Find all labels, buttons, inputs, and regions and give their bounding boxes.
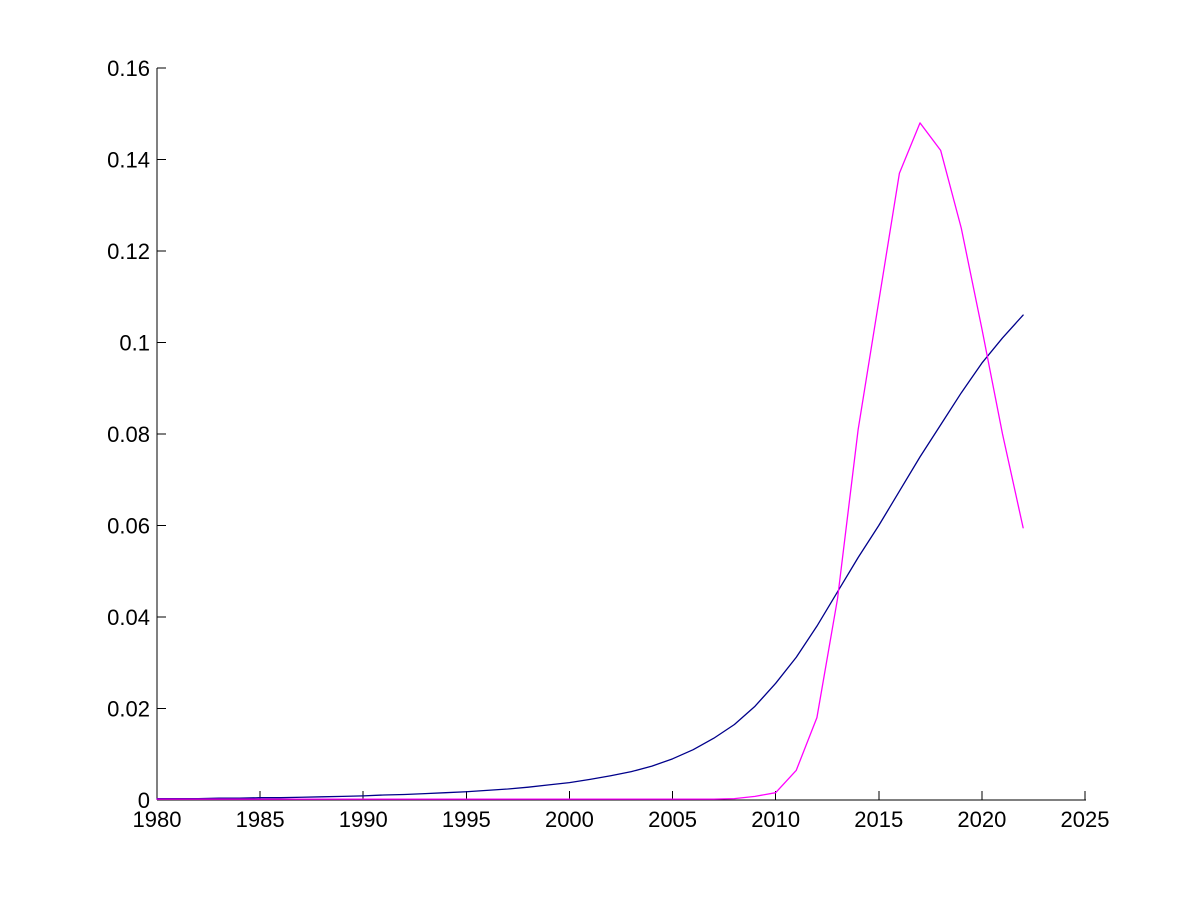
series-lines	[156, 122, 1024, 800]
x-tick-label: 2000	[545, 807, 594, 832]
y-tick-label: 0.1	[119, 331, 150, 356]
series-magenta-line	[156, 122, 1024, 800]
x-tick-label: 2005	[648, 807, 697, 832]
x-tick-label: 2020	[957, 807, 1006, 832]
y-tick-label: 0.16	[107, 56, 150, 81]
x-tick-label: 1980	[133, 807, 182, 832]
series-blue-line	[156, 314, 1024, 800]
y-tick-label: 0.14	[107, 148, 150, 173]
x-tick-label: 2015	[854, 807, 903, 832]
x-tick-label: 2025	[1061, 807, 1110, 832]
y-tick-label: 0.02	[107, 697, 150, 722]
y-tick-label: 0.04	[107, 605, 150, 630]
x-tick-label: 1985	[236, 807, 285, 832]
x-tick-label: 1990	[339, 807, 388, 832]
y-tick-label: 0.08	[107, 422, 150, 447]
x-tick-label: 1995	[442, 807, 491, 832]
tick-labels: 1980 1985 1990 1995 2000 2005 2010 2015 2020 2025…	[107, 56, 1109, 832]
y-tick-label: 0	[138, 788, 150, 813]
x-tick-label: 2010	[751, 807, 800, 832]
y-tick-label: 0.06	[107, 514, 150, 539]
y-tick-label: 0.12	[107, 239, 150, 264]
